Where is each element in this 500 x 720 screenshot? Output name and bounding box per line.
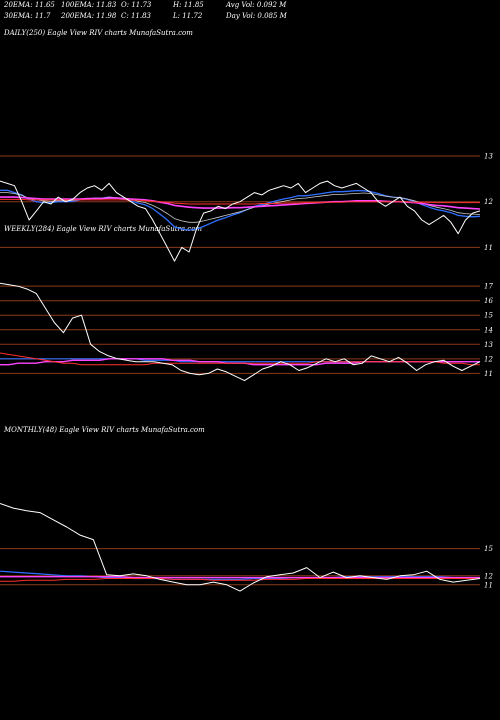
header-avg-vol: Avg Vol: 0.092 M <box>226 1 287 9</box>
header-ema20: 20EMA: 11.65 <box>4 1 55 9</box>
weekly-ema_c-line <box>0 352 480 366</box>
header-ema100: 100EMA: 11.83 <box>61 1 117 9</box>
daily-chart-title: DAILY(250) Eagle View RIV charts MunafaS… <box>4 29 193 37</box>
header-ema30: 30EMA: 11.7 <box>4 12 51 20</box>
daily-price-line <box>0 180 481 262</box>
weekly-chart-title: WEEKLY(284) Eagle View RIV charts Munafa… <box>4 225 203 233</box>
weekly-y-tick-label: 16 <box>484 297 493 305</box>
header-high: H: 11.85 <box>173 1 204 9</box>
weekly-y-tick-label: 15 <box>484 312 493 320</box>
monthly-y-tick-label: 11 <box>484 581 493 589</box>
weekly-y-tick-label: 13 <box>484 341 493 349</box>
header-close: C: 11.83 <box>121 12 151 20</box>
monthly-ema_a-line <box>0 570 480 581</box>
monthly-y-tick-label: 12 <box>484 572 493 580</box>
monthly-ema_b-line <box>0 576 480 579</box>
weekly-y-tick-label: 11 <box>484 370 493 378</box>
daily-ema200-line <box>0 198 480 205</box>
monthly-price-line <box>0 503 481 592</box>
monthly-ema_c-line <box>0 578 480 582</box>
weekly-y-tick-label: 12 <box>484 355 493 363</box>
daily-y-tick-label: 11 <box>484 244 493 252</box>
header-low: L: 11.72 <box>173 12 203 20</box>
daily-y-tick-label: 13 <box>484 153 493 161</box>
header-day-vol: Day Vol: 0.085 M <box>226 12 287 20</box>
daily-y-tick-label: 12 <box>484 198 493 206</box>
header-open: O: 11.73 <box>121 1 152 9</box>
weekly-price-line <box>0 282 481 382</box>
daily-ema20-line <box>0 189 481 231</box>
weekly-y-tick-label: 14 <box>484 326 493 334</box>
weekly-y-tick-label: 17 <box>484 283 493 291</box>
monthly-y-tick-label: 15 <box>484 545 493 553</box>
monthly-chart-title: MONTHLY(48) Eagle View RIV charts Munafa… <box>4 426 205 434</box>
header-ema200: 200EMA: 11.98 <box>61 12 117 20</box>
